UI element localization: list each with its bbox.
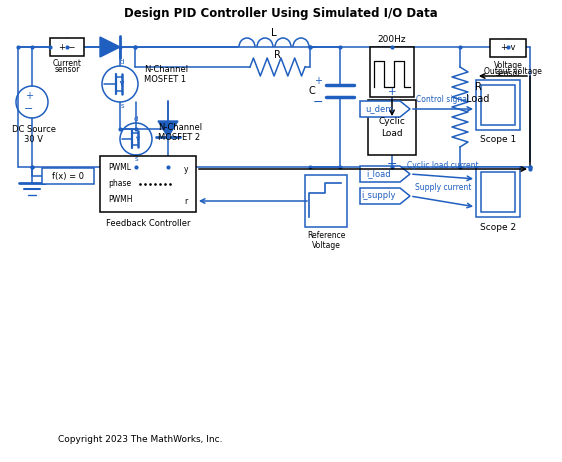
Bar <box>476 80 520 130</box>
Bar <box>368 100 416 155</box>
Polygon shape <box>360 101 410 117</box>
Text: Scope 1: Scope 1 <box>480 135 516 145</box>
Polygon shape <box>158 121 178 137</box>
Polygon shape <box>100 37 120 57</box>
Text: N-Channel: N-Channel <box>158 122 202 132</box>
Text: Load: Load <box>381 129 403 138</box>
Text: R: R <box>274 50 281 60</box>
Text: +: + <box>25 91 33 101</box>
Text: s: s <box>120 103 124 109</box>
Text: 200Hz: 200Hz <box>378 35 406 43</box>
Text: C: C <box>309 86 315 96</box>
Text: Scope 2: Scope 2 <box>480 223 516 231</box>
Bar <box>50 38 84 56</box>
Text: PWML: PWML <box>108 164 131 172</box>
Text: sensor: sensor <box>495 68 520 78</box>
Text: Load: Load <box>466 94 490 104</box>
Text: Voltage: Voltage <box>493 61 523 69</box>
Bar <box>42 168 94 184</box>
Text: d: d <box>134 116 138 122</box>
Bar <box>305 175 347 227</box>
Text: s: s <box>134 156 138 162</box>
Text: N-Channel: N-Channel <box>144 66 188 74</box>
Text: L: L <box>271 28 277 38</box>
Text: Reference: Reference <box>307 231 345 241</box>
Polygon shape <box>360 166 410 182</box>
Bar <box>370 47 414 97</box>
Text: 30 V: 30 V <box>25 135 43 145</box>
Text: Voltage: Voltage <box>311 241 341 249</box>
Text: Current: Current <box>52 59 81 67</box>
Text: Cyclic load current: Cyclic load current <box>407 160 479 170</box>
Text: +: + <box>314 76 322 86</box>
Text: R: R <box>474 82 482 92</box>
Text: Supply current: Supply current <box>415 182 471 192</box>
Text: Design PID Controller Using Simulated I/O Data: Design PID Controller Using Simulated I/… <box>124 7 438 20</box>
Text: i_supply: i_supply <box>362 192 396 201</box>
Text: phase: phase <box>108 180 131 188</box>
Text: −: − <box>387 158 397 170</box>
Text: + v: + v <box>501 43 515 53</box>
Text: f(x) = 0: f(x) = 0 <box>52 171 84 181</box>
Text: MOSFET 2: MOSFET 2 <box>158 133 200 141</box>
Text: y: y <box>184 164 188 174</box>
Bar <box>481 85 515 125</box>
Text: PWMH: PWMH <box>108 195 133 205</box>
Text: MOSFET 1: MOSFET 1 <box>144 75 186 85</box>
Text: Cyclic: Cyclic <box>379 117 405 126</box>
Text: DC Source: DC Source <box>12 126 56 134</box>
Polygon shape <box>360 188 410 204</box>
Text: Feedback Controller: Feedback Controller <box>106 219 191 227</box>
Bar <box>476 167 520 217</box>
Bar <box>481 172 515 212</box>
Text: +: + <box>388 87 396 97</box>
Text: u_dem: u_dem <box>365 104 393 114</box>
Text: −: − <box>312 96 323 109</box>
Text: −: − <box>24 104 34 114</box>
Text: Control signal: Control signal <box>416 96 470 104</box>
Bar <box>490 39 526 57</box>
Text: sensor: sensor <box>55 66 80 74</box>
Text: + −: + − <box>59 43 75 51</box>
Text: Output voltage: Output voltage <box>484 67 542 77</box>
Text: d: d <box>120 59 124 65</box>
Text: i_load: i_load <box>366 170 391 178</box>
Bar <box>100 156 196 212</box>
Text: Copyright 2023 The MathWorks, Inc.: Copyright 2023 The MathWorks, Inc. <box>58 436 222 444</box>
Text: r: r <box>184 196 188 206</box>
